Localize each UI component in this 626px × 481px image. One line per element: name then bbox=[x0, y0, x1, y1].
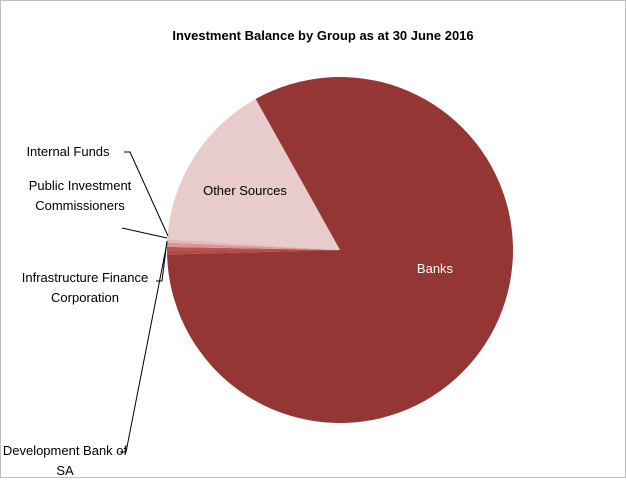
slice-label: Internal Funds bbox=[26, 144, 110, 159]
leader-line bbox=[120, 242, 168, 453]
chart-title: Investment Balance by Group as at 30 Jun… bbox=[172, 28, 473, 43]
pie-slice bbox=[167, 77, 513, 424]
pie-slice bbox=[167, 98, 340, 250]
slice-label: Infrastructure Finance Corporation bbox=[21, 270, 149, 305]
slice-label: Other Sources bbox=[203, 183, 287, 198]
slice-label: Public Investment Commissioners bbox=[28, 178, 132, 213]
pie-slice bbox=[167, 242, 340, 250]
pie-slice bbox=[167, 239, 340, 250]
pie-slice bbox=[167, 246, 340, 251]
pie-slice bbox=[167, 250, 340, 255]
leader-line bbox=[124, 151, 169, 237]
slice-label: Development Bank of SA bbox=[2, 443, 128, 478]
leader-line bbox=[121, 227, 168, 239]
leader-line bbox=[156, 240, 168, 282]
slice-label: Banks bbox=[417, 261, 454, 276]
